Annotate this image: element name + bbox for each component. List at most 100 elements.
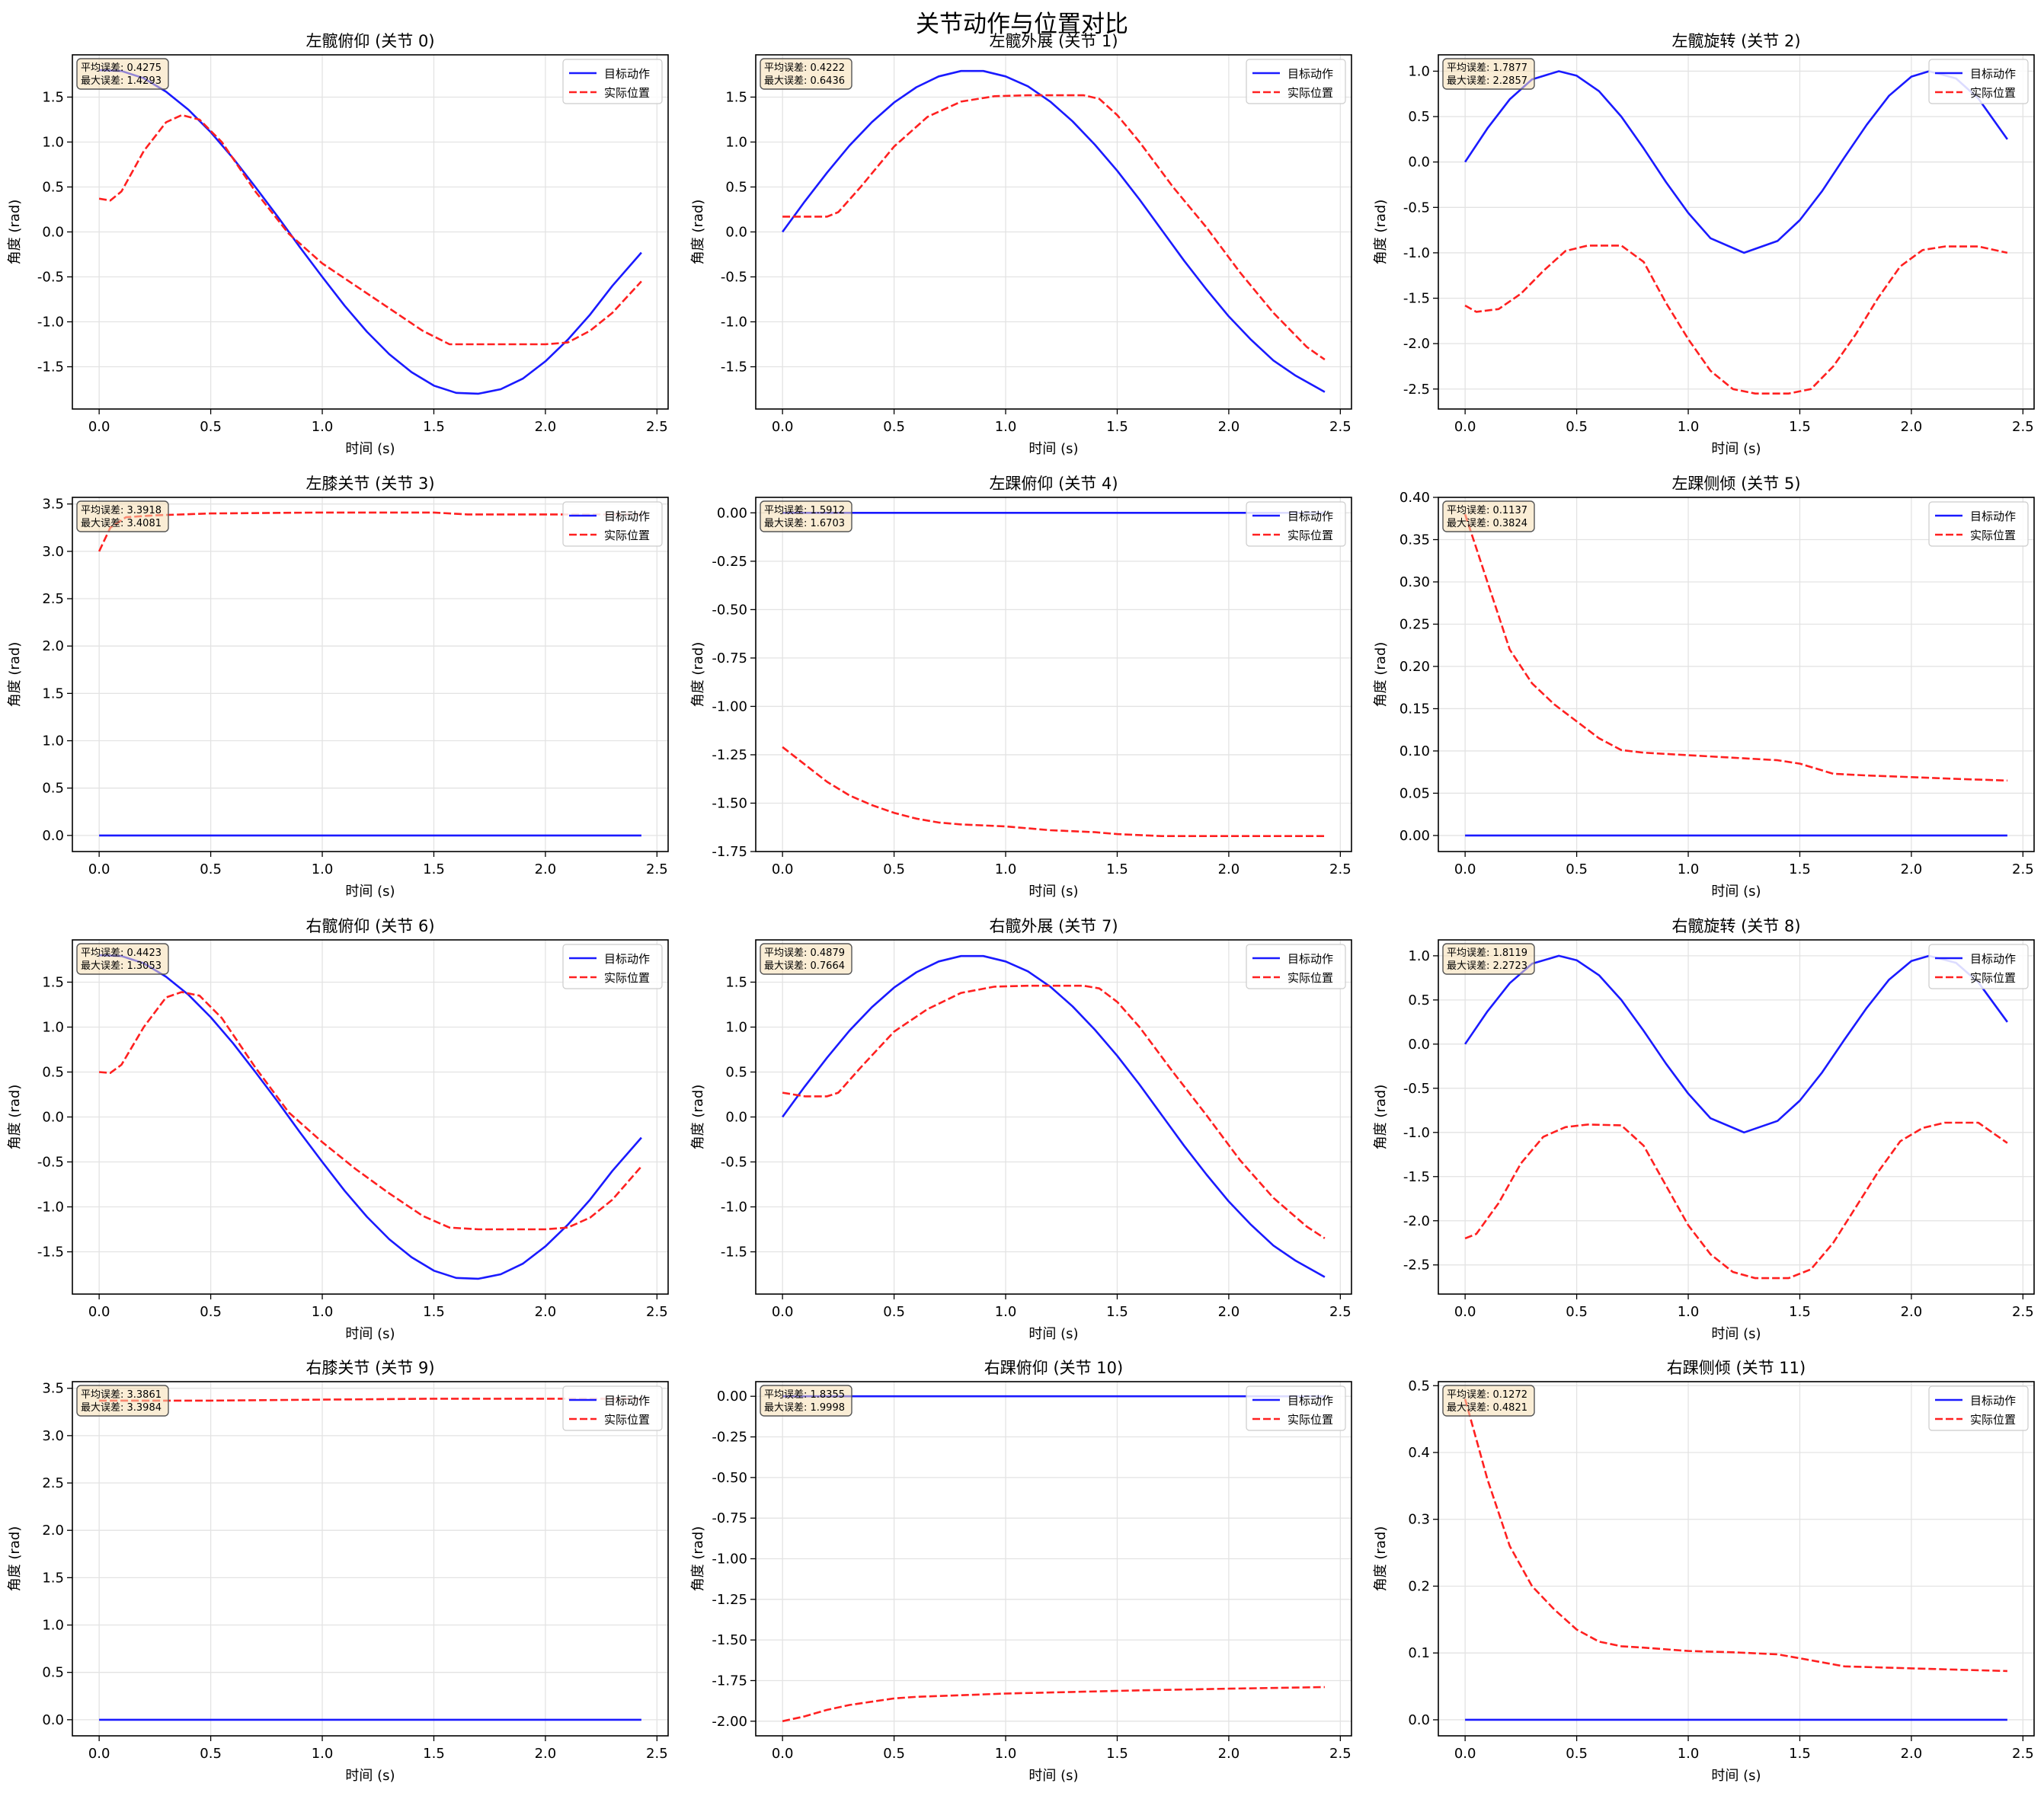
x-tick-label: 0.5 [1566, 861, 1588, 877]
y-tick-label: 2.0 [42, 1523, 64, 1539]
y-tick-label: 0.0 [725, 1110, 747, 1126]
error-annotation-box [1442, 1385, 1535, 1417]
x-tick-label: 0.5 [200, 1746, 222, 1762]
max-error-text: 最大误差: 1.3053 [81, 960, 162, 972]
y-tick-label: 0.0 [42, 828, 64, 844]
y-tick-label: -0.50 [712, 602, 747, 618]
legend-label: 实际位置 [604, 971, 650, 985]
x-tick-label: 1.5 [1789, 1304, 1811, 1320]
y-tick-label: 1.5 [725, 974, 747, 990]
x-tick-label: 1.5 [1106, 1304, 1128, 1320]
x-tick-label: 2.0 [1218, 1304, 1240, 1320]
y-tick-label: 0.20 [1399, 659, 1430, 675]
legend-box [1246, 501, 1346, 547]
x-tick-label: 1.5 [423, 861, 445, 877]
y-tick-label: 0.1 [1408, 1645, 1430, 1661]
max-error-text: 最大误差: 2.2723 [1447, 960, 1527, 972]
subplot-title: 左膝关节 (关节 3) [305, 475, 434, 493]
y-tick-label: 2.0 [42, 638, 64, 654]
x-tick-label: 0.5 [883, 1746, 905, 1762]
x-tick-label: 2.0 [535, 1304, 557, 1320]
mean-error-text: 平均误差: 1.7877 [1447, 62, 1527, 74]
y-tick-label: -1.25 [712, 1592, 747, 1608]
x-tick-label: 1.0 [312, 419, 334, 435]
mean-error-text: 平均误差: 0.4423 [81, 948, 162, 959]
x-tick-label: 2.0 [1218, 419, 1240, 435]
mean-error-text: 平均误差: 0.4275 [81, 62, 162, 74]
y-tick-label: 3.0 [42, 544, 64, 560]
y-tick-label: 0.3 [1408, 1512, 1430, 1528]
y-tick-label: 1.5 [725, 89, 747, 105]
y-axis-label: 角度 (rad) [690, 642, 706, 708]
y-tick-label: 0.5 [42, 781, 64, 797]
mean-error-text: 平均误差: 3.3861 [81, 1389, 162, 1401]
y-tick-label: 0.40 [1399, 490, 1430, 506]
legend-label: 实际位置 [604, 529, 650, 542]
mean-error-text: 平均误差: 0.4879 [764, 948, 845, 959]
error-annotation-box [760, 1385, 852, 1417]
max-error-text: 最大误差: 0.6436 [764, 75, 845, 87]
x-tick-label: 2.5 [2012, 1304, 2034, 1320]
y-tick-label: 0.5 [1408, 1378, 1430, 1394]
error-annotation-box [1442, 500, 1535, 532]
max-error-text: 最大误差: 0.7664 [764, 960, 845, 972]
subplot-title: 左髋俯仰 (关节 0) [305, 32, 434, 50]
subplot-8: 0.0 0.5 1.0 1.5 2.0 2.5 -2.5 -2.0 -1.5 -1.0 -0.5 0.… [1373, 917, 2035, 1342]
y-tick-label: 1.5 [42, 89, 64, 105]
x-tick-label: 2.0 [1901, 419, 1923, 435]
y-axis-label: 角度 (rad) [7, 1085, 23, 1150]
y-tick-label: 0.5 [42, 1665, 64, 1681]
x-tick-label: 2.0 [535, 861, 557, 877]
error-annotation-box [1442, 943, 1535, 975]
x-tick-label: 0.5 [200, 861, 222, 877]
y-tick-label: 2.5 [42, 1475, 64, 1491]
x-tick-label: 0.0 [1454, 419, 1476, 435]
y-tick-label: 0.5 [1408, 992, 1430, 1008]
x-tick-label: 1.0 [312, 1746, 334, 1762]
plot-frame [1438, 1381, 2035, 1737]
y-tick-label: -1.00 [712, 1552, 747, 1568]
x-tick-label: 1.5 [1106, 419, 1128, 435]
y-tick-label: 1.0 [725, 134, 747, 150]
x-tick-label: 0.0 [772, 861, 794, 877]
subplot-title: 右踝侧倾 (关节 11) [1667, 1359, 1806, 1377]
subplot-4: 0.0 0.5 1.0 1.5 2.0 2.5 -1.75 -1.50 -1.25 -1.00 -0… [690, 475, 1352, 900]
y-tick-label: -2.0 [1403, 336, 1430, 352]
x-tick-label: 1.5 [1106, 861, 1128, 877]
x-tick-label: 0.5 [883, 419, 905, 435]
plot-frame [755, 939, 1352, 1295]
y-tick-label: -1.5 [1403, 291, 1430, 307]
x-axis-label: 时间 (s) [1028, 441, 1078, 457]
legend-label: 目标动作 [1287, 952, 1333, 966]
x-tick-label: 1.5 [1789, 419, 1811, 435]
x-tick-label: 1.5 [423, 1304, 445, 1320]
x-axis-label: 时间 (s) [1028, 1768, 1078, 1784]
legend-label: 实际位置 [1970, 529, 2016, 542]
subplot-title: 右踝俯仰 (关节 10) [984, 1359, 1123, 1377]
y-tick-label: 1.0 [1408, 948, 1430, 964]
x-tick-label: 1.5 [423, 419, 445, 435]
subplot-title: 右膝关节 (关节 9) [305, 1359, 434, 1377]
mean-error-text: 平均误差: 0.1137 [1447, 505, 1527, 516]
legend-label: 目标动作 [1970, 952, 2016, 966]
y-tick-label: -0.5 [37, 270, 64, 286]
y-axis-label: 角度 (rad) [7, 200, 23, 265]
y-tick-label: -1.5 [37, 360, 64, 375]
actual-position-line [1464, 244, 2008, 395]
subplot-3: 0.0 0.5 1.0 1.5 2.0 2.5 0.0 0.5 1.0 1.5 2.0 2.5 3.0 3… [7, 475, 669, 900]
legend-box [562, 59, 663, 104]
x-tick-label: 1.0 [995, 861, 1017, 877]
target-action-line [1464, 954, 2008, 1134]
subplot-title: 左髋旋转 (关节 2) [1671, 32, 1800, 50]
plot-frame [72, 1381, 669, 1737]
legend-label: 目标动作 [604, 510, 650, 523]
legend-box [562, 1385, 663, 1431]
x-tick-label: 0.5 [200, 1304, 222, 1320]
x-axis-label: 时间 (s) [345, 1326, 395, 1342]
target-action-line [1464, 70, 2008, 254]
x-tick-label: 2.0 [535, 1746, 557, 1762]
mean-error-text: 平均误差: 0.4222 [764, 62, 845, 74]
x-axis-label: 时间 (s) [1711, 441, 1761, 457]
error-annotation-box [1442, 58, 1535, 90]
subplot-title: 右髋外展 (关节 7) [989, 917, 1118, 935]
